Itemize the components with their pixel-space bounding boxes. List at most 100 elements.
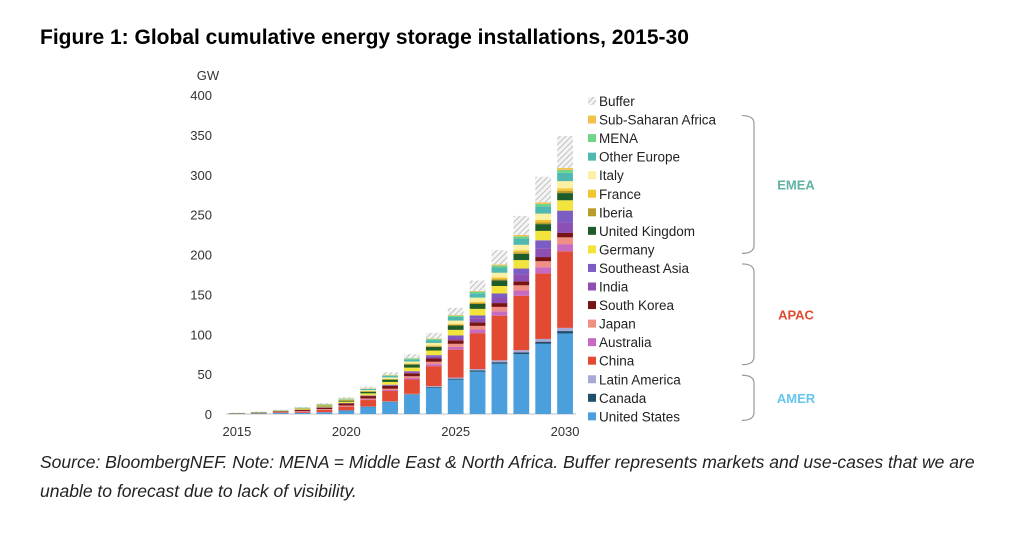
legend-item: Other Europe <box>588 150 680 165</box>
bar-segment <box>513 268 530 275</box>
bar-segment <box>491 297 508 304</box>
legend-item: United States <box>588 409 680 424</box>
legend-label: France <box>599 187 641 202</box>
bar-segment <box>469 371 486 414</box>
legend-item: Germany <box>588 242 655 257</box>
legend: Buffer Sub-Saharan Africa MENA Other Europe… <box>588 94 717 424</box>
x-tick-label: 2025 <box>441 424 470 439</box>
x-tick-label: 2030 <box>551 424 580 439</box>
bar-segment <box>316 409 333 410</box>
bar-segment <box>513 253 530 261</box>
bar-segment <box>557 200 573 211</box>
bar-segment <box>535 261 552 268</box>
region-label: APAC <box>778 307 814 322</box>
bar-segment <box>513 215 530 236</box>
bar-segment <box>469 333 486 370</box>
bar-segment <box>535 219 552 223</box>
bar-segment <box>382 385 398 387</box>
bar-segment <box>513 285 530 291</box>
bar-segment <box>447 320 464 324</box>
legend-swatch <box>588 152 596 161</box>
bar-segment <box>469 322 486 326</box>
legend-label: Iberia <box>599 205 633 220</box>
legend-item: Iberia <box>588 205 633 220</box>
legend-swatch <box>588 134 596 143</box>
region-groups: EMEA APAC AMER <box>741 114 816 421</box>
bar-segment <box>557 331 573 334</box>
bar-segment <box>469 302 486 304</box>
bar-segment <box>491 303 508 307</box>
legend-label: India <box>599 280 629 295</box>
legend-label: Latin America <box>599 372 681 387</box>
legend-swatch <box>588 412 596 421</box>
legend-swatch <box>588 189 596 198</box>
legend-item: Southeast Asia <box>588 261 690 276</box>
bar-segment <box>535 224 552 231</box>
y-tick-label: 100 <box>190 327 212 342</box>
y-tick-label: 200 <box>190 248 212 263</box>
bar-segment <box>557 210 573 223</box>
bar-segment <box>404 378 420 380</box>
bar-segment <box>447 315 464 316</box>
legend-item: Latin America <box>588 372 681 387</box>
legend-label: China <box>599 354 635 369</box>
bar-segment <box>382 386 398 389</box>
bar-segment <box>447 337 464 341</box>
bar-segment <box>535 206 552 214</box>
legend-label: United Kingdom <box>599 224 695 239</box>
bar-segment <box>382 372 398 376</box>
bar-segment <box>513 236 530 239</box>
legend-item: Australia <box>588 335 652 350</box>
bar-segment <box>360 386 377 389</box>
bar-segment <box>360 400 377 407</box>
bar-segment <box>404 379 420 394</box>
legend-swatch <box>588 115 596 124</box>
legend-label: United States <box>599 409 680 424</box>
legend-item: MENA <box>588 131 638 146</box>
bar-stack <box>250 411 267 414</box>
figure-title: Figure 1: Global cumulative energy stora… <box>40 26 689 49</box>
legend-label: Australia <box>599 335 652 350</box>
bar-segment <box>404 376 420 379</box>
bar-stack <box>229 412 245 415</box>
bar-segment <box>447 378 464 380</box>
bar-segment <box>513 260 530 269</box>
bar-segment <box>491 267 508 273</box>
bar-segment <box>316 405 333 407</box>
x-tick-label: 2020 <box>332 424 361 439</box>
bar-segment <box>382 388 398 390</box>
bar-segment <box>425 366 442 387</box>
bar-segment <box>338 398 355 400</box>
bar-segment <box>469 308 486 316</box>
bar-segment <box>535 248 552 258</box>
bar-segment <box>425 339 442 341</box>
bar-segment <box>382 389 398 391</box>
bar-segment <box>360 399 377 401</box>
bar-segment <box>557 172 573 182</box>
bar-segment <box>513 352 530 355</box>
bar-segment <box>513 250 530 253</box>
bar-segment <box>557 237 573 245</box>
legend-swatch <box>588 393 596 402</box>
bar-segment <box>557 135 573 168</box>
source-note: Source: BloombergNEF. Note: MENA = Middl… <box>40 452 975 501</box>
bar-segment <box>425 387 442 414</box>
bar-segment <box>469 370 486 372</box>
bar-segment <box>491 363 508 414</box>
y-tick-label: 150 <box>190 287 212 302</box>
bar-segment <box>382 379 398 382</box>
bar-segment <box>491 293 508 298</box>
bar-segment <box>491 280 508 287</box>
region-bracket: APAC <box>741 263 815 366</box>
bar-segment <box>513 238 530 245</box>
bar-stack <box>491 250 508 414</box>
bar-segment <box>338 406 355 411</box>
bar-segment <box>294 412 311 414</box>
bar-segment <box>425 350 442 356</box>
region-label: EMEA <box>777 177 815 192</box>
bar-segment <box>316 412 333 414</box>
legend-item: Buffer <box>588 94 635 109</box>
bar-segment <box>491 360 508 363</box>
legend-swatch <box>588 208 596 217</box>
bar-segment <box>360 393 377 396</box>
